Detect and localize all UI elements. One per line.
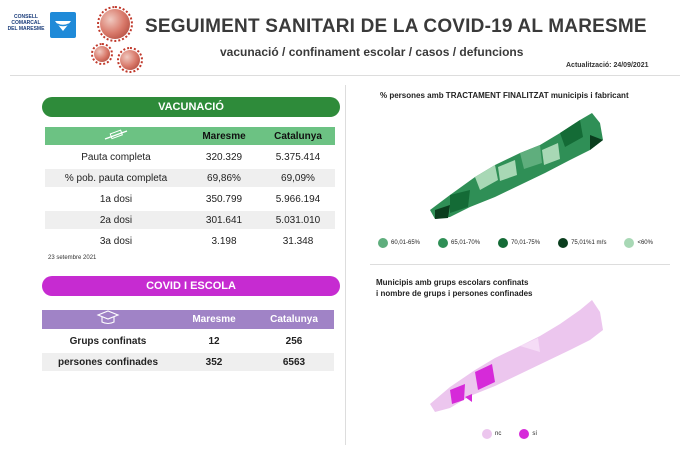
logo-text: CONSELL COMARCAL DEL MARESME bbox=[7, 14, 45, 32]
cell-maresme: 301.641 bbox=[187, 211, 261, 229]
legend-item: 75,01%1 mŕs bbox=[558, 238, 606, 248]
column-header-maresme: Maresme bbox=[187, 127, 261, 145]
cell-catalunya: 69,09% bbox=[261, 169, 335, 187]
virus-icon bbox=[91, 43, 113, 65]
vaccination-map-title: % persones amb TRACTAMENT FINALITZAT mun… bbox=[380, 91, 629, 100]
vaccination-map bbox=[430, 113, 603, 219]
row-label: % pob. pauta completa bbox=[45, 169, 187, 187]
column-header-catalunya: Catalunya bbox=[254, 310, 334, 329]
page-title: SEGUIMENT SANITARI DE LA COVID-19 AL MAR… bbox=[145, 16, 647, 37]
row-label: Grups confinats bbox=[69, 335, 147, 347]
legend-label: sí bbox=[532, 431, 538, 437]
logo-emblem-icon bbox=[50, 12, 76, 38]
virus-icon bbox=[117, 47, 143, 73]
legend-item: 65,01-70% bbox=[438, 238, 480, 248]
consell-comarcal-logo: CONSELL COMARCAL DEL MARESME bbox=[6, 8, 78, 48]
legend-label: 75,01%1 mŕs bbox=[571, 240, 607, 246]
vacunacio-date-note: 23 setembre 2021 bbox=[48, 255, 97, 261]
legend-label: 70,01-75% bbox=[511, 240, 541, 246]
table-row: Pauta completa 320.329 5.375.414 bbox=[45, 148, 335, 166]
schools-map-legend: nc sí bbox=[482, 429, 551, 439]
table-row: 2a dosi 301.641 5.031.010 bbox=[45, 211, 335, 229]
table-row: Grups confinats 12 256 bbox=[42, 332, 334, 350]
syringe-icon bbox=[104, 128, 128, 140]
virus-icon bbox=[97, 6, 133, 42]
legend-swatch bbox=[498, 238, 509, 248]
vacunacio-table: Maresme Catalunya Pauta completa 320.329… bbox=[45, 124, 335, 253]
column-divider bbox=[345, 85, 346, 445]
covid-escola-icon-cell bbox=[42, 310, 174, 329]
legend-label: 65,01-70% bbox=[451, 240, 481, 246]
cell-catalunya: 5.966.194 bbox=[275, 193, 321, 205]
legend-item: 60,01-65% bbox=[378, 238, 420, 248]
cell-catalunya: 31.348 bbox=[282, 235, 314, 247]
schools-map-title-line2: i nombre de grups i persones confinades bbox=[376, 289, 533, 298]
table-row: % pob. pauta completa 69,86% 69,09% bbox=[45, 169, 335, 187]
covid-escola-table: Maresme Catalunya Grups confinats 12 256… bbox=[42, 307, 334, 374]
page-subtitle: vacunació / confinament escolar / casos … bbox=[220, 45, 524, 59]
cell-maresme: 350.799 bbox=[205, 193, 243, 205]
legend-swatch bbox=[519, 429, 530, 439]
column-header-maresme: Maresme bbox=[174, 310, 254, 329]
legend-swatch bbox=[482, 429, 492, 439]
update-date: Actualització: 24/09/2021 bbox=[566, 62, 649, 69]
row-label: 3a dosi bbox=[99, 235, 133, 247]
column-header-catalunya: Catalunya bbox=[261, 127, 335, 145]
table-row: 1a dosi 350.799 5.966.194 bbox=[45, 190, 335, 208]
legend-swatch bbox=[438, 238, 449, 248]
graduation-cap-icon bbox=[96, 310, 120, 325]
cell-maresme: 320.329 bbox=[205, 151, 243, 163]
cell-catalunya: 256 bbox=[285, 335, 303, 347]
map-divider bbox=[370, 264, 670, 265]
row-label: Pauta completa bbox=[81, 151, 151, 163]
legend-item: nc bbox=[482, 429, 501, 439]
legend-swatch bbox=[624, 238, 635, 248]
legend-label: 60,01-65% bbox=[391, 240, 421, 246]
vaccination-map-legend: 60,01-65% 65,01-70% 70,01-75% 75,01%1 mŕ… bbox=[378, 238, 667, 248]
legend-swatch bbox=[378, 238, 388, 248]
row-label: 1a dosi bbox=[99, 193, 133, 205]
covid-escola-header: COVID I ESCOLA bbox=[42, 276, 340, 296]
legend-item: 70,01-75% bbox=[498, 238, 540, 248]
row-label: persones confinades bbox=[42, 353, 174, 371]
table-header-row: Maresme Catalunya bbox=[42, 310, 334, 329]
legend-swatch bbox=[558, 238, 569, 248]
schools-map bbox=[430, 300, 603, 412]
cell-catalunya: 5.031.010 bbox=[261, 211, 335, 229]
table-header-row: Maresme Catalunya bbox=[45, 127, 335, 145]
legend-label: nc bbox=[495, 431, 502, 437]
cell-maresme: 3.198 bbox=[211, 235, 237, 247]
cell-catalunya: 5.375.414 bbox=[275, 151, 321, 163]
legend-item: <60% bbox=[624, 238, 653, 248]
row-label: 2a dosi bbox=[45, 211, 187, 229]
vacunacio-header: VACUNACIÓ bbox=[42, 97, 340, 117]
cell-maresme: 12 bbox=[208, 335, 220, 347]
cell-maresme: 352 bbox=[174, 353, 254, 371]
header-divider bbox=[10, 75, 680, 76]
table-row: 3a dosi 3.198 31.348 bbox=[45, 232, 335, 250]
legend-item: sí bbox=[519, 429, 537, 439]
schools-map-title-line1: Municipis amb grups escolars confinats bbox=[376, 278, 529, 287]
vacunacio-icon-cell bbox=[45, 127, 187, 145]
legend-label: <60% bbox=[637, 240, 653, 246]
cell-maresme: 69,86% bbox=[187, 169, 261, 187]
table-row: persones confinades 352 6563 bbox=[42, 353, 334, 371]
cell-catalunya: 6563 bbox=[254, 353, 334, 371]
